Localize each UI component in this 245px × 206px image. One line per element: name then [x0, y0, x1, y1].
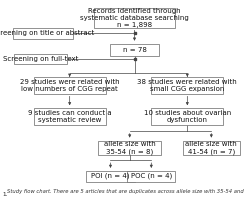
FancyBboxPatch shape — [151, 77, 223, 94]
FancyBboxPatch shape — [183, 140, 240, 155]
FancyBboxPatch shape — [110, 44, 159, 56]
FancyBboxPatch shape — [98, 140, 161, 155]
Text: n = 78: n = 78 — [122, 47, 147, 53]
FancyBboxPatch shape — [14, 54, 67, 64]
FancyBboxPatch shape — [94, 8, 175, 28]
Text: allele size with
35-54 (n = 8): allele size with 35-54 (n = 8) — [104, 141, 156, 155]
FancyBboxPatch shape — [151, 108, 223, 125]
Text: 9 studies can conduct a
systematic review: 9 studies can conduct a systematic revie… — [28, 110, 111, 123]
FancyBboxPatch shape — [13, 28, 73, 39]
Text: POI (n = 4): POI (n = 4) — [91, 173, 130, 179]
Text: Screening on full-text: Screening on full-text — [3, 56, 79, 62]
FancyBboxPatch shape — [34, 108, 106, 125]
Text: Records identified through
systematic database searching
n = 1,898: Records identified through systematic da… — [80, 8, 189, 28]
FancyBboxPatch shape — [127, 171, 175, 182]
Text: 1.: 1. — [2, 192, 8, 197]
Text: Study flow chart. There are 5 articles that are duplicates across allele size wi: Study flow chart. There are 5 articles t… — [7, 189, 245, 194]
Text: Screening on title or abstract: Screening on title or abstract — [0, 30, 94, 36]
FancyBboxPatch shape — [86, 171, 135, 182]
Text: 29 studies were related with
low numbers of CGG repeat: 29 studies were related with low numbers… — [20, 79, 120, 92]
Text: POC (n = 4): POC (n = 4) — [131, 173, 172, 179]
Text: allele size with
41-54 (n = 7): allele size with 41-54 (n = 7) — [185, 141, 237, 155]
Text: 10 studies about ovarian
dysfunction: 10 studies about ovarian dysfunction — [144, 110, 231, 123]
FancyBboxPatch shape — [34, 77, 106, 94]
Text: 38 studies were related with
small CGG expansion: 38 studies were related with small CGG e… — [137, 79, 237, 92]
